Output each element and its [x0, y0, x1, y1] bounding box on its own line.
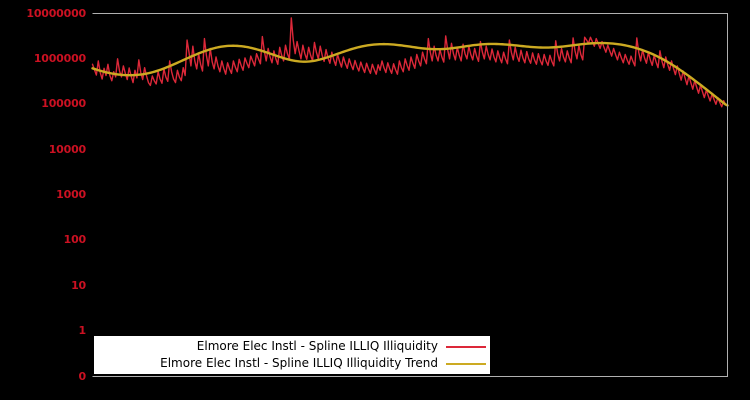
y-axis-tick-label: 100 [63, 233, 87, 247]
series-group [91, 17, 729, 108]
legend-swatch-illiquidity-trend [446, 362, 486, 365]
series-line-illiquidity-trend [91, 41, 729, 107]
y-axis-tick-label: 1 [78, 324, 87, 338]
y-axis-tick-label: 1000 [56, 188, 86, 201]
y-axis-tick-labels: 10000000 1000000 100000 10000 1000 100 10 1 0 [0, 0, 86, 400]
legend-item-label: Elmore Elec Instl - Spline ILLIQ Illiqui… [160, 356, 438, 370]
y-axis-tick-label: 0 [78, 369, 87, 383]
series-line-illiquidity [91, 17, 729, 108]
y-axis-tick-label: 1000000 [33, 51, 86, 65]
legend-item[interactable]: Elmore Elec Instl - Spline ILLIQ Illiqui… [94, 338, 490, 355]
chart-legend[interactable]: Elmore Elec Instl - Spline ILLIQ Illiqui… [94, 336, 490, 374]
y-axis-tick-label: 10000 [48, 142, 86, 156]
y-axis-tick-label: 10 [71, 278, 86, 292]
legend-item[interactable]: Elmore Elec Instl - Spline ILLIQ Illiqui… [94, 355, 490, 372]
legend-item-label: Elmore Elec Instl - Spline ILLIQ Illiqui… [196, 339, 438, 353]
y-axis-tick-label: 10000000 [26, 6, 86, 20]
y-axis-tick-label: 100000 [41, 97, 86, 111]
axes-frame [92, 13, 728, 377]
legend-swatch-illiquidity [446, 345, 486, 348]
